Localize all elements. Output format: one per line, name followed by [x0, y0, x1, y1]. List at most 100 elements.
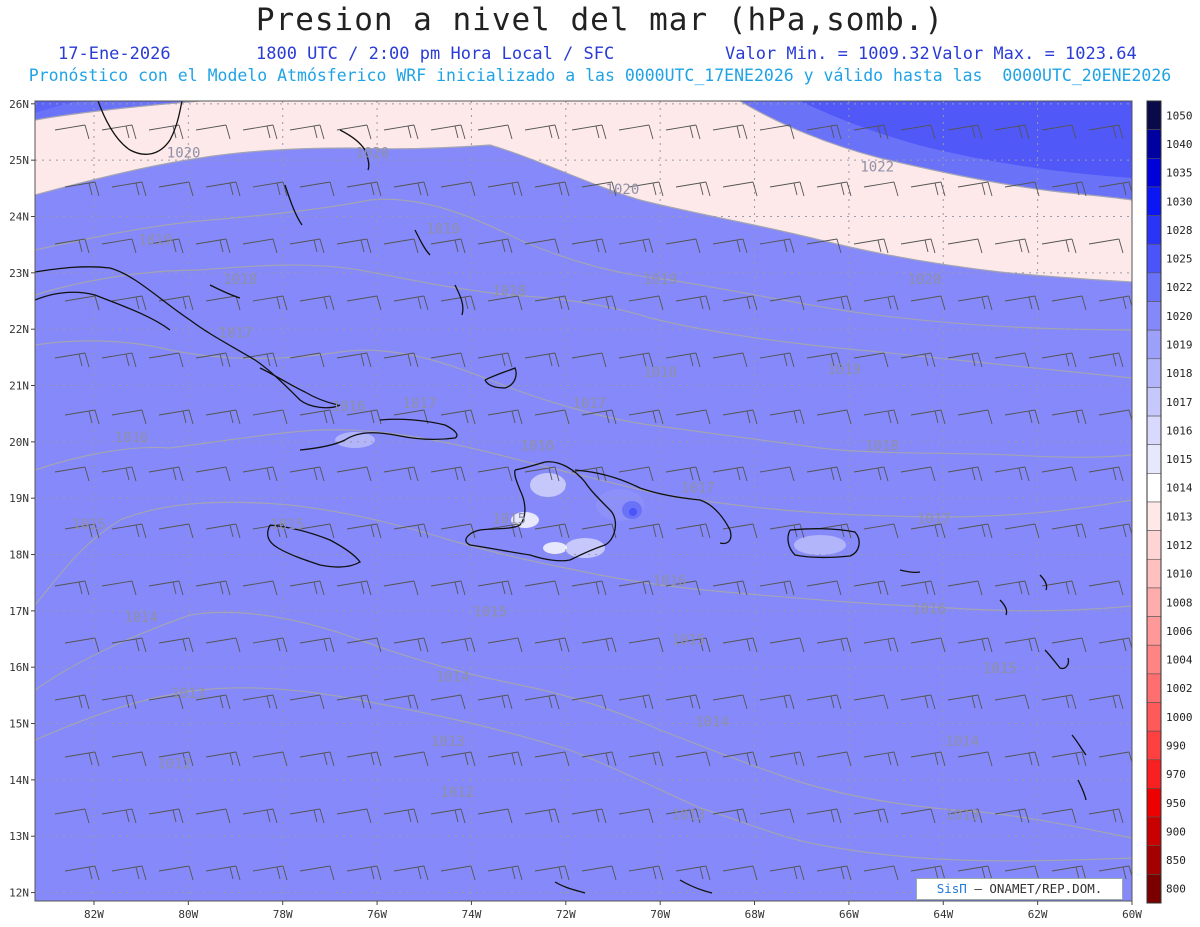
colorbar-label: 1000: [1166, 711, 1193, 724]
wind-barb: [712, 352, 748, 368]
lat-label: 13N: [9, 830, 29, 843]
wind-barb: [64, 865, 100, 881]
colorbar-swatch: [1146, 301, 1162, 331]
wind-barb: [111, 409, 147, 425]
lon-label: 80W: [178, 908, 198, 921]
wind-barb: [205, 523, 241, 539]
wind-barb: [957, 181, 993, 197]
wind-barb: [252, 295, 288, 311]
contour-label: 1016: [521, 438, 555, 454]
wind-barb: [675, 523, 711, 539]
lat-label: 12N: [9, 887, 29, 900]
wind-barb: [430, 580, 466, 596]
wind-barb: [205, 409, 241, 425]
wind-barb: [1098, 865, 1132, 880]
wind-barb: [158, 409, 194, 425]
wind-barb: [289, 124, 325, 140]
forecast-date: 17-Ene-2026: [58, 44, 171, 64]
wind-barb: [430, 124, 466, 140]
wind-barb: [581, 181, 617, 197]
wind-barb: [900, 238, 936, 254]
wind-barb: [675, 295, 711, 311]
wind-barb: [910, 865, 946, 881]
wind-barb: [242, 808, 278, 824]
colorbar-label: 900: [1166, 825, 1186, 838]
colorbar-label: 1013: [1166, 510, 1193, 523]
lat-label: 22N: [9, 323, 29, 336]
wind-barb: [581, 295, 617, 311]
wind-barb: [571, 694, 607, 710]
wind-barb: [1051, 751, 1087, 767]
wind-barb: [440, 409, 476, 425]
wind-barb: [148, 466, 184, 482]
wind-barb: [289, 694, 325, 710]
colorbar-swatch: [1146, 157, 1162, 188]
wind-barb: [148, 808, 184, 824]
colorbar-swatch: [1146, 415, 1162, 446]
contour-label: 1022: [860, 159, 894, 175]
lat-label: 17N: [9, 605, 29, 618]
wind-barb: [1088, 694, 1124, 710]
wind-barb: [299, 409, 335, 425]
wind-barb: [336, 238, 372, 254]
wind-barb: [571, 466, 607, 482]
wind-barb: [534, 295, 570, 311]
wind-barb: [665, 124, 701, 140]
wind-barb: [806, 694, 842, 710]
wind-barb: [101, 808, 137, 824]
wind-barb: [54, 352, 90, 368]
wind-barb: [346, 751, 382, 767]
wind-barb: [816, 637, 852, 653]
wind-barb: [853, 808, 889, 824]
wind-barb: [957, 295, 993, 311]
wind-barb: [957, 523, 993, 539]
lon-label: 82W: [84, 908, 104, 921]
wind-barb: [336, 694, 372, 710]
wind-barb: [158, 523, 194, 539]
wind-barb: [675, 637, 711, 653]
colorbar-swatch: [1146, 129, 1162, 159]
wind-barb: [1004, 409, 1040, 425]
wind-barb: [947, 694, 983, 710]
wind-barb: [675, 181, 711, 197]
wind-barb: [64, 637, 100, 653]
wind-barb: [665, 808, 701, 824]
wind-barb: [346, 523, 382, 539]
wind-barb: [440, 751, 476, 767]
contour-label: 1015: [473, 604, 507, 620]
wind-barb: [1098, 409, 1132, 423]
colorbar-swatch: [1146, 272, 1162, 302]
wind-barb: [487, 865, 523, 881]
min-value: Valor Min. = 1009.32: [725, 44, 930, 64]
wind-barb: [1041, 808, 1077, 824]
wind-barb: [759, 466, 795, 482]
wind-barb: [628, 637, 664, 653]
wind-barb: [853, 352, 889, 368]
wind-barb: [722, 181, 758, 197]
colorbar-label: 1014: [1166, 482, 1193, 495]
wind-barb: [336, 352, 372, 368]
wind-barb: [816, 865, 852, 881]
wind-barb: [205, 751, 241, 767]
wind-barb: [205, 181, 241, 197]
wind-barb: [618, 808, 654, 824]
wind-barb: [665, 238, 701, 254]
contour-label: 1017: [219, 326, 253, 342]
lat-label: 20N: [9, 436, 29, 449]
wind-barb: [628, 751, 664, 767]
colorbar-swatch: [1146, 358, 1162, 388]
wind-barb: [994, 694, 1030, 710]
forecast-time: 1800 UTC / 2:00 pm Hora Local / SFC: [256, 44, 615, 64]
wind-barb: [994, 238, 1030, 254]
wind-barb: [863, 523, 899, 539]
wind-barb: [806, 352, 842, 368]
wind-barb: [534, 409, 570, 425]
wind-barb: [581, 865, 617, 881]
contour-label: 1018: [492, 283, 526, 299]
map-title: Presion a nivel del mar (hPa,somb.): [255, 2, 945, 38]
wind-barb: [101, 238, 137, 254]
wind-barb: [806, 580, 842, 596]
wind-barb: [534, 865, 570, 881]
wind-barb: [618, 352, 654, 368]
wind-barb: [571, 352, 607, 368]
